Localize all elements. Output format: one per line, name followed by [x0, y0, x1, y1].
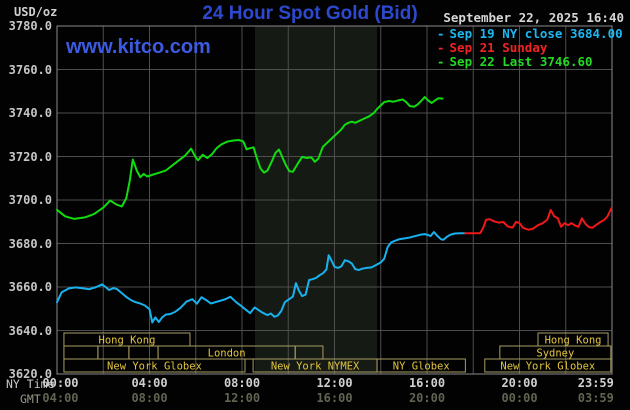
gmt-row-label: GMT	[20, 392, 41, 406]
x-axis-tick-label-ny: 16:00	[408, 376, 446, 390]
session-box	[484, 358, 612, 373]
x-axis-tick-label-gmt: 04:00	[42, 391, 79, 405]
legend-dash-icon: -	[437, 40, 445, 55]
x-axis-tick-label-ny: 20:00	[501, 376, 538, 390]
y-axis-tick-label: 3780.0	[8, 19, 52, 33]
kitco-watermark-link[interactable]: www.kitco.com	[66, 36, 211, 58]
x-axis-tick-label-ny: 00:00	[42, 376, 79, 390]
x-axis-tick-label-ny: 08:00	[223, 376, 261, 390]
y-axis-tick-label: 3680.0	[8, 236, 52, 251]
legend-item-sep21: - Sep 21 Sunday	[437, 41, 623, 55]
session-label: New York NYMEX	[271, 361, 360, 373]
legend-label: Sep 19 NY close 3684.00	[449, 26, 623, 41]
session-box	[128, 345, 159, 360]
y-axis-tick-label: 3620.0	[8, 367, 52, 381]
x-axis-tick-label-gmt: 16:00	[316, 391, 353, 405]
session-label: NY Globex	[393, 361, 450, 373]
legend-item-sep22: - Sep 22 Last 3746.60	[437, 55, 623, 69]
page-title: 24 Hour Spot Gold (Bid)	[202, 3, 418, 24]
x-axis-tick-label-ny: 23:59	[577, 376, 614, 390]
plot-border	[56, 25, 613, 375]
y-axis-tick-label: 3740.0	[8, 106, 52, 120]
legend-label: Sep 21 Sunday	[449, 40, 548, 55]
session-box	[376, 358, 466, 373]
x-axis-tick-label-gmt: 08:00	[131, 391, 168, 405]
datetime-label: September 22, 2025 16:40	[443, 10, 624, 25]
session-label: New York Globex	[500, 361, 595, 373]
legend-item-sep19: - Sep 19 NY close 3684.00	[437, 27, 623, 41]
x-axis-tick-label-gmt: 00:00	[501, 391, 538, 405]
legend-dash-icon: -	[437, 26, 445, 41]
y-axis-tick-label: 3640.0	[8, 323, 52, 338]
x-axis-tick-label-gmt: 12:00	[223, 391, 261, 405]
session-box	[63, 358, 246, 373]
y-axis-tick-label: 3760.0	[8, 62, 52, 77]
units-label: USD/oz	[14, 5, 58, 19]
x-axis-tick-label-ny: 12:00	[316, 376, 353, 390]
legend-dash-icon: -	[437, 54, 445, 69]
ny-time-row-label: NY Time	[6, 377, 55, 391]
x-axis-tick-label-gmt: 20:00	[408, 391, 446, 405]
session-label: London	[208, 348, 246, 360]
price-line	[56, 96, 444, 220]
legend-label: Sep 22 Last 3746.60	[449, 54, 593, 69]
x-axis-tick-label-ny: 04:00	[131, 376, 168, 390]
y-axis-tick-label: 3660.0	[8, 280, 52, 294]
session-label: Hong Kong	[545, 335, 602, 347]
price-line	[56, 231, 467, 324]
session-label: Sydney	[536, 348, 574, 360]
x-axis-tick-label-gmt: 03:59	[577, 391, 614, 405]
y-axis-tick-label: 3720.0	[8, 149, 52, 164]
session-label: Hong Kong	[99, 335, 156, 347]
session-label: New York Globex	[107, 361, 202, 373]
y-axis-tick-label: 3700.0	[8, 193, 52, 207]
session-box	[97, 345, 130, 360]
session-box	[63, 345, 99, 360]
price-line	[464, 207, 613, 235]
legend: - Sep 19 NY close 3684.00 - Sep 21 Sunday …	[437, 27, 623, 69]
